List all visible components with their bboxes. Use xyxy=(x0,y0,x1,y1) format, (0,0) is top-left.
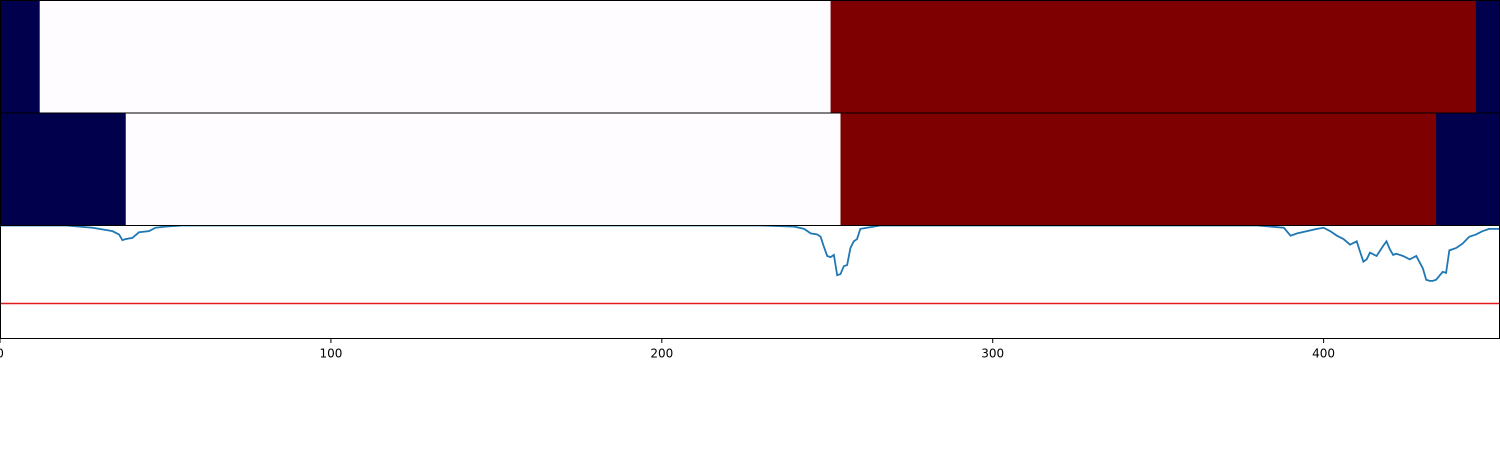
state-segment xyxy=(840,113,1437,226)
x-tick-label: 0 xyxy=(0,347,4,361)
x-tick-label: 200 xyxy=(650,347,673,361)
line-panel xyxy=(0,224,1500,339)
state-segment xyxy=(830,0,1477,113)
line-panel-frame xyxy=(0,225,1500,339)
state-segment xyxy=(125,113,842,226)
state-row-1 xyxy=(0,0,1500,114)
x-tick-label: 300 xyxy=(981,347,1004,361)
x-tick-label: 400 xyxy=(1312,347,1335,361)
state-segment xyxy=(0,0,41,113)
state-segment xyxy=(1436,113,1500,226)
x-axis: 0 100 200 300 400 xyxy=(0,338,1335,361)
state-segment xyxy=(0,113,127,226)
x-tick-label: 100 xyxy=(319,347,342,361)
state-row-2 xyxy=(0,112,1500,226)
state-segment xyxy=(39,0,832,113)
state-bars xyxy=(0,0,1500,226)
state-segment xyxy=(1475,0,1500,113)
